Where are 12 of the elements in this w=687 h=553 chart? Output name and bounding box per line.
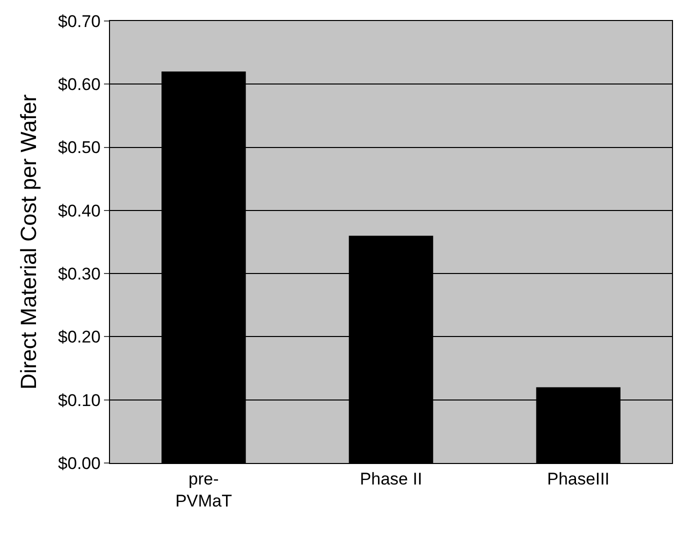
y-tick-label: $0.70 [58, 12, 101, 31]
y-tick-label: $0.50 [58, 138, 101, 158]
y-tick-label: $0.20 [58, 328, 101, 347]
y-axis-title: Direct Material Cost per Wafer [16, 94, 41, 390]
x-tick-label: PhaseIII [547, 469, 610, 488]
y-tick-label: $0.30 [58, 264, 101, 284]
y-tick-label: $0.00 [58, 454, 101, 473]
y-tick-label: $0.40 [58, 201, 101, 220]
x-tick-label: pre- PVMaT [175, 469, 232, 510]
y-tick-label: $0.60 [58, 75, 101, 94]
y-tick-label: $0.10 [58, 390, 101, 410]
x-tick-label: Phase II [360, 469, 422, 488]
